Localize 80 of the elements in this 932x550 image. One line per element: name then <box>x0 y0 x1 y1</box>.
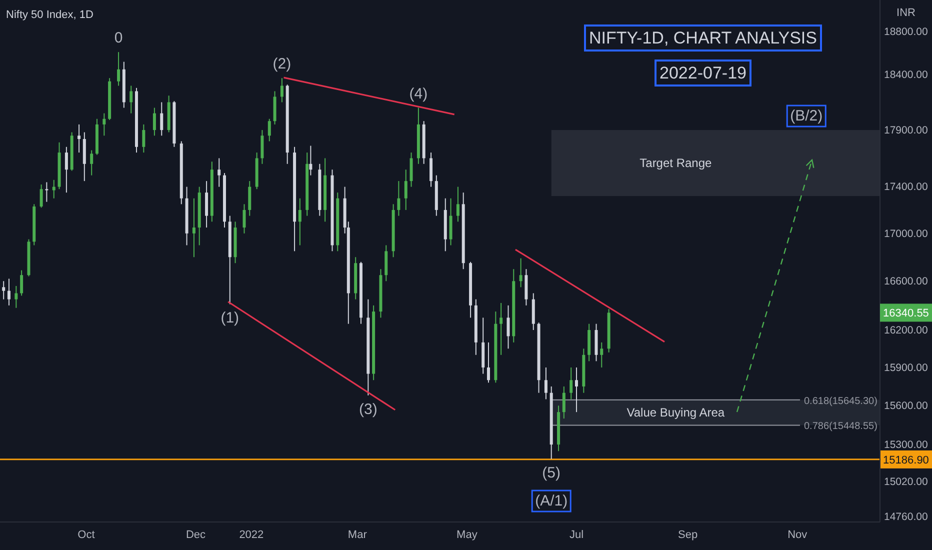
candlestick <box>449 198 452 246</box>
y-tick-label: 18400.00 <box>884 69 928 82</box>
candlestick <box>506 304 510 350</box>
candlestick <box>142 124 146 154</box>
annotation: (2) <box>272 56 292 73</box>
candlestick <box>117 52 120 86</box>
annotation: (B/2) <box>790 108 823 125</box>
y-tick-label: 18800.00 <box>884 26 928 38</box>
annotation: (3) <box>358 400 378 418</box>
candlestick <box>205 180 208 228</box>
ref-line-label: 0.618(15645.30) <box>804 396 878 407</box>
candlestick <box>248 180 252 216</box>
x-tick-label: Mar <box>348 528 368 541</box>
y-tick-label: 15900.00 <box>884 362 928 374</box>
candlestick <box>52 179 56 199</box>
candlestick <box>192 198 196 258</box>
candlestick <box>397 180 400 216</box>
candlestick <box>500 302 503 356</box>
candlestick <box>268 118 271 142</box>
y-tick-label: 15600.00 <box>884 400 928 412</box>
annotation: (4) <box>409 85 428 102</box>
candlestick <box>384 244 388 282</box>
candlestick <box>7 278 10 306</box>
annotation: (5) <box>542 464 561 482</box>
candlestick <box>298 198 302 246</box>
x-tick-label: Nov <box>788 528 808 541</box>
y-tick-label: 17400.00 <box>884 181 928 194</box>
candlestick <box>2 280 6 300</box>
text: 2022-07-19 <box>660 64 746 82</box>
candlestick <box>40 184 43 208</box>
x-tick-label: Jul <box>569 528 584 541</box>
candlestick <box>404 169 408 210</box>
candlestick <box>309 145 312 176</box>
ref-line-label: 15186.90 <box>883 454 929 466</box>
candlestick <box>260 130 264 164</box>
candlestick <box>486 342 490 384</box>
x-tick-label: May <box>456 528 478 541</box>
candlestick <box>152 107 156 136</box>
candlestick <box>78 124 81 154</box>
text: NIFTY-1D, CHART ANALYSIS <box>589 28 817 48</box>
candlestick <box>570 366 573 400</box>
x-tick-label: Sep <box>678 528 698 541</box>
candlestick <box>64 146 68 194</box>
band-label: Target Range <box>640 156 712 170</box>
y-tick-label: 17900.00 <box>884 124 928 136</box>
candlestick <box>242 204 246 234</box>
candlestick <box>519 258 522 288</box>
candlestick <box>456 186 460 222</box>
annotation: (A/1) <box>535 492 568 510</box>
candlestick <box>410 152 413 188</box>
candlestick <box>20 270 24 296</box>
y-tick-label: 17000.00 <box>884 228 928 240</box>
ref-line-label: 0.786(15448.55) <box>804 421 878 432</box>
candlestick <box>562 386 566 420</box>
candlestick <box>102 112 106 136</box>
candlestick <box>574 366 578 413</box>
candlestick <box>130 85 133 114</box>
annotation: 0 <box>114 30 123 47</box>
y-tick-label: 16200.00 <box>884 324 928 336</box>
candlestick <box>160 102 164 136</box>
y-axis-title: INR <box>896 7 916 19</box>
text: 16340.55 <box>883 308 929 320</box>
y-tick-label: 15300.00 <box>884 438 928 451</box>
candlestick <box>14 285 18 308</box>
candlestick <box>45 182 48 202</box>
candlestick <box>218 158 221 188</box>
y-tick-label: 15020.00 <box>884 476 928 488</box>
annotation: Nifty 50 Index, 1D <box>6 9 94 21</box>
x-tick-label: Oct <box>78 528 95 541</box>
candlestick <box>90 150 94 176</box>
candlestick <box>280 78 284 103</box>
y-tick-label: 14760.00 <box>884 510 928 523</box>
candlestick <box>544 366 548 400</box>
candlestick <box>430 152 433 188</box>
candlestick <box>600 342 604 368</box>
band-label: Value Buying Area <box>626 406 725 420</box>
annotation: (1) <box>220 310 240 327</box>
x-tick-label: 2022 <box>239 528 264 541</box>
y-tick-label: 16600.00 <box>884 275 928 288</box>
x-tick-label: Dec <box>186 528 206 541</box>
